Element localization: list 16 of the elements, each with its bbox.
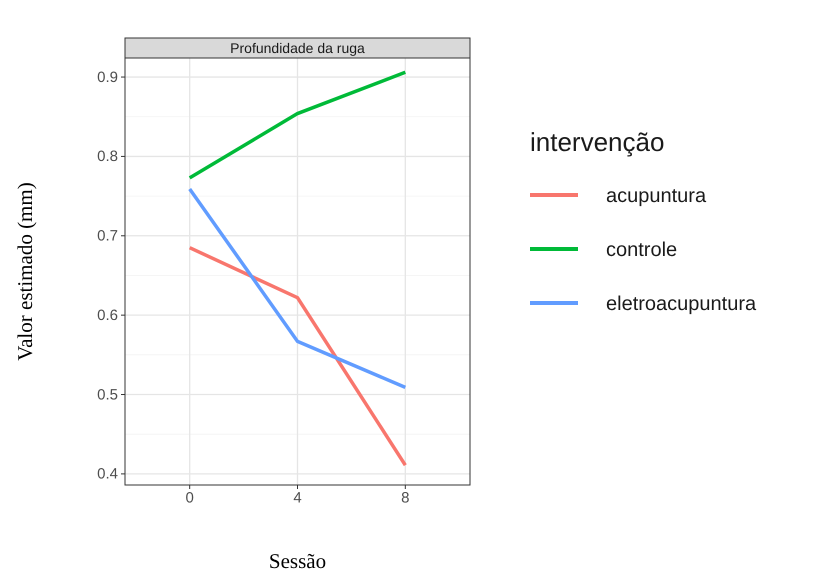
- y-tick-label: 0.4: [97, 466, 118, 483]
- y-tick-label: 0.6: [97, 306, 118, 324]
- x-axis-title: Sessão: [268, 549, 326, 573]
- x-tick-label: 8: [401, 490, 410, 507]
- chart-title: Profundidade da ruga: [230, 40, 366, 56]
- y-tick-label: 0.8: [97, 148, 118, 166]
- y-tick-label: 0.5: [97, 386, 118, 404]
- legend-label: controle: [606, 239, 678, 261]
- x-tick-label: 0: [186, 490, 194, 507]
- legend-label: eletroacupuntura: [606, 293, 757, 315]
- y-axis-title: Valor estimado (mm): [13, 182, 37, 361]
- legend-label: acupuntura: [606, 185, 707, 207]
- x-tick-label: 4: [293, 490, 302, 507]
- legend-title: intervenção: [530, 127, 664, 157]
- y-tick-label: 0.7: [97, 228, 118, 245]
- y-tick-label: 0.9: [97, 68, 118, 86]
